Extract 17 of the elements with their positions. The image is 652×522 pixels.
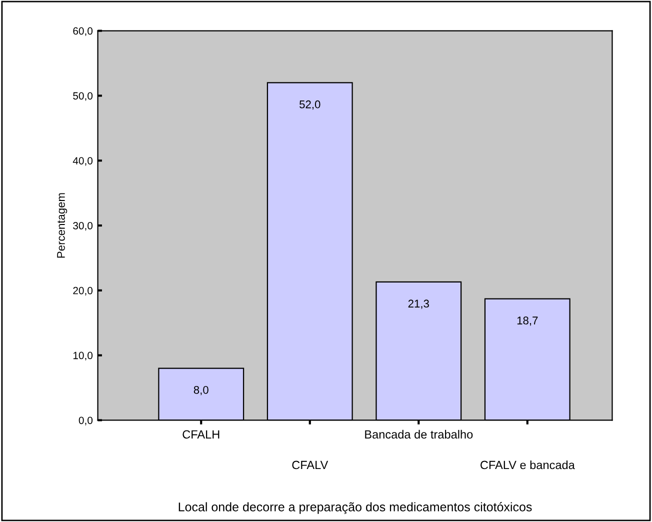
y-tick-label: 50,0 <box>73 92 93 101</box>
y-axis-title: Percentagem <box>57 193 68 258</box>
y-tick-label: 30,0 <box>73 222 93 231</box>
x-tick-label: CFALH <box>182 430 220 439</box>
y-tick-label: 60,0 <box>73 27 93 36</box>
data-label: 18,7 <box>517 316 538 326</box>
data-label: 52,0 <box>300 100 320 110</box>
y-tick-label: 10,0 <box>73 352 93 360</box>
x-tick-label: Bancada de trabalho <box>365 430 473 439</box>
x-tick-label: CFALV <box>292 460 328 470</box>
x-tick-label: CFALV e bancada <box>480 460 575 470</box>
y-tick-label: 40,0 <box>72 157 93 166</box>
data-label: 8,0 <box>194 386 208 396</box>
data-label: 21,3 <box>408 300 429 309</box>
y-tick-label: 20,0 <box>73 286 93 296</box>
y-tick-label: 0,0 <box>78 416 93 426</box>
x-axis-title: Local onde decorre a preparação dos medicamentos citotóxicos <box>178 502 532 514</box>
